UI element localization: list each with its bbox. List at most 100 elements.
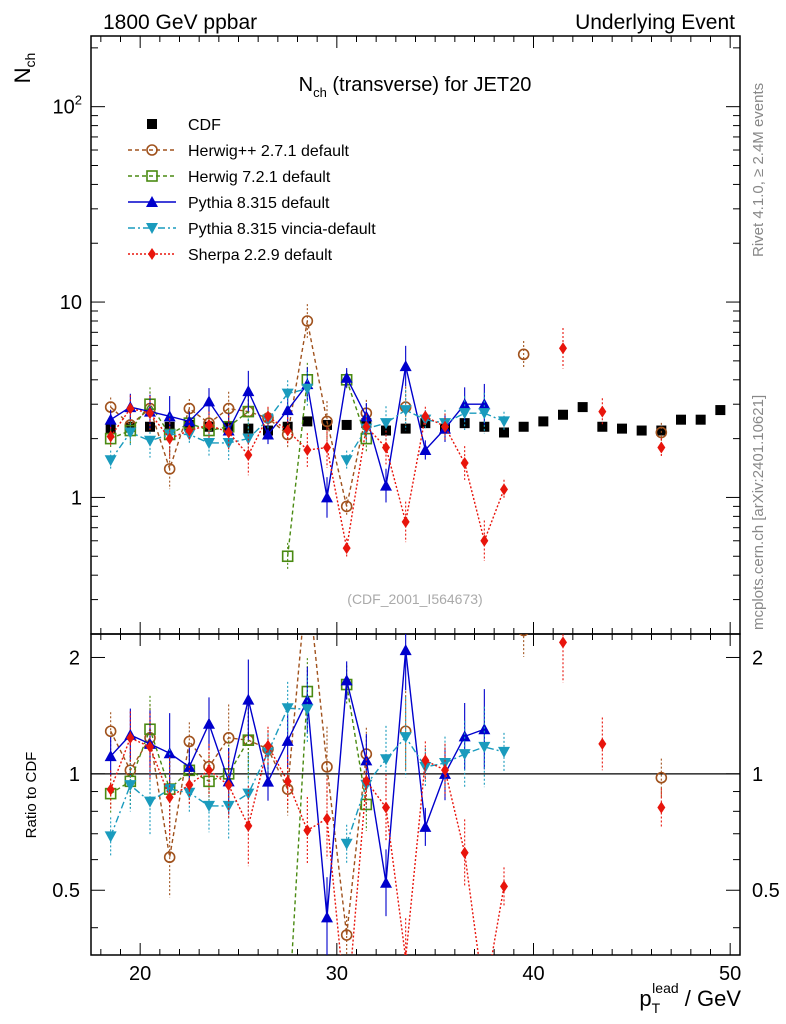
data-marker (617, 423, 627, 434)
ratio-marker (519, 634, 529, 637)
ratio-marker (419, 762, 432, 774)
ratio-marker (301, 704, 314, 716)
series-line (286, 379, 309, 557)
ratio-y-tick-label-right: 2 (752, 647, 763, 669)
x-axis-label-sup: lead (652, 980, 678, 996)
data-marker (302, 416, 313, 427)
x-tick-label: 30 (326, 963, 348, 985)
ratio-marker (301, 694, 314, 706)
legend-marker (147, 119, 157, 129)
ratio-y-tick-label-left: 2 (69, 647, 80, 669)
ratio-y-tick-label-right: 1 (752, 764, 763, 786)
ratio-marker (458, 730, 471, 742)
ratio-marker (163, 851, 176, 864)
ratio-series-pythia-8-315-vincia-default (104, 675, 510, 863)
ratio-marker (163, 747, 176, 759)
data-marker (303, 443, 312, 456)
ratio-marker (500, 880, 508, 893)
data-marker (146, 407, 154, 420)
ratio-marker (183, 735, 196, 748)
ratio-marker (399, 644, 412, 656)
ratio-marker (281, 734, 294, 746)
data-marker (382, 441, 390, 454)
y-tick-label-base: 1 (71, 487, 82, 509)
x-tick-label: 50 (719, 963, 741, 985)
legend-entry: Sherpa 2.2.9 default (128, 247, 333, 264)
data-marker (478, 398, 491, 410)
y-tick-label-base: 10 (53, 97, 75, 119)
ratio-marker (380, 876, 392, 888)
series-line (110, 402, 249, 440)
data-marker (695, 414, 706, 425)
axis-ticks (91, 36, 740, 955)
x-axis-label-sub: T (652, 1000, 661, 1016)
ratio-marker (144, 796, 156, 808)
legend-marker (146, 170, 158, 182)
legend-label: Herwig++ 2.7.1 default (188, 143, 350, 160)
ratio-marker (439, 758, 451, 770)
ratio-marker (380, 754, 392, 766)
legend-label: Herwig 7.2.1 default (188, 169, 331, 186)
y-axis-label-sub: ch (22, 53, 38, 68)
ratio-marker (244, 819, 253, 832)
data-marker (559, 342, 567, 355)
y-tick-label: 1 (71, 487, 82, 509)
data-marker (264, 410, 272, 423)
data-marker (126, 402, 135, 415)
data-marker (480, 534, 489, 547)
ratio-marker (321, 761, 333, 773)
data-marker (715, 405, 726, 416)
series-line (110, 407, 505, 549)
legend-entry: Herwig 7.2.1 default (128, 169, 331, 186)
y-axis-label: Nch (10, 53, 38, 84)
ratio-y-tick-label-left: 0.5 (52, 880, 80, 902)
data-marker (203, 437, 215, 449)
plot-title-rest: (transverse) for JET20 (327, 74, 532, 96)
legend: CDF Herwig++ 2.7.1 default Herwig 7.2.1 de… (128, 117, 376, 264)
data-marker (244, 448, 253, 461)
series-line (110, 388, 308, 461)
data-marker (656, 425, 667, 436)
ratio-marker (460, 846, 469, 859)
data-marker (106, 430, 115, 443)
ratio-marker (382, 801, 390, 814)
ratio-marker (224, 779, 233, 792)
data-marker (499, 427, 509, 438)
ratio-marker (242, 693, 255, 705)
legend-entry: Pythia 8.315 default (128, 195, 330, 212)
ratio-series-line (110, 634, 368, 936)
data-marker (301, 315, 314, 327)
data-marker (321, 415, 333, 428)
ratio-marker (104, 725, 117, 738)
analysis-watermark: (CDF_2001_I564673) (347, 591, 482, 607)
ratio-marker (362, 775, 371, 788)
y-axis-label-main: N (10, 67, 35, 83)
data-marker (478, 408, 491, 420)
legend-marker (146, 196, 158, 207)
data-marker (518, 421, 529, 432)
data-marker (124, 427, 137, 439)
x-tick-label: 40 (522, 963, 544, 985)
data-marker (577, 402, 588, 413)
ratio-series-sherpa-2-2-9-default (106, 634, 666, 955)
ratio-series-line (110, 727, 249, 795)
main-series (104, 304, 726, 570)
ratio-marker (165, 791, 174, 804)
ratio-series (104, 634, 668, 955)
header-right: Underlying Event (575, 11, 735, 34)
data-marker (399, 360, 412, 372)
plot-title-main: N (299, 74, 313, 96)
ratio-series-line (291, 691, 309, 955)
ratio-marker (498, 746, 510, 758)
ratio-marker (340, 929, 353, 941)
data-marker (362, 420, 371, 433)
data-marker (321, 491, 333, 503)
data-marker (183, 415, 196, 427)
data-marker (597, 421, 608, 432)
data-marker (205, 418, 213, 431)
mcplots-credit-label: mcplots.cern.ch [arXiv:2401.10621] (750, 395, 767, 630)
data-marker (538, 416, 549, 427)
ratio-marker (104, 831, 117, 843)
data-marker (517, 348, 530, 361)
legend-label: Pythia 8.315 vincia-default (188, 221, 376, 238)
